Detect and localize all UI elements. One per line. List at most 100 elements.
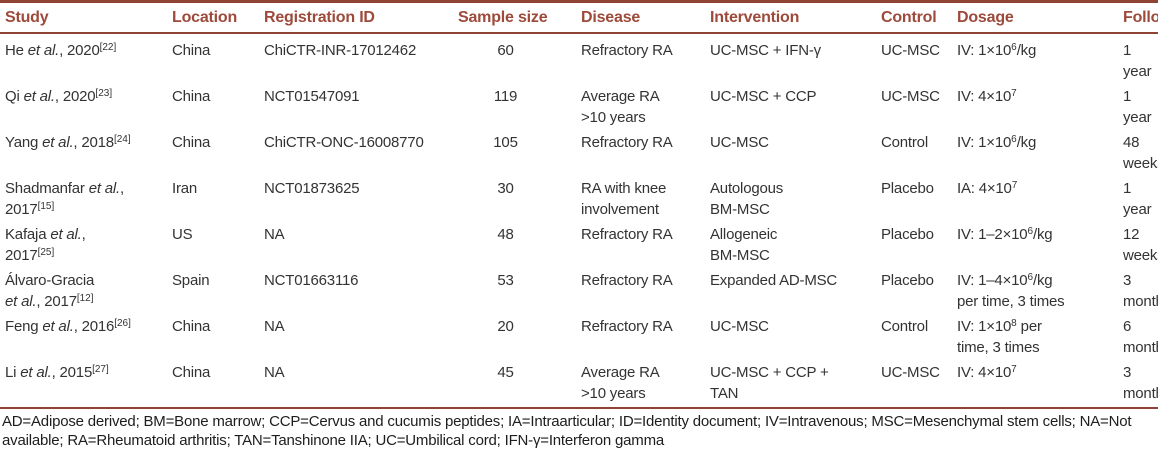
table-footnote: AD=Adipose derived; BM=Bone marrow; CCP=… [0, 407, 1158, 454]
cell-dosage: IV: 1×106/kg [957, 130, 1123, 176]
column-header-location: Location [172, 0, 264, 34]
table-row: He et al., 2020[22] China ChiCTR-INR-17012… [0, 33, 1158, 84]
cell-sample_size: 30 [458, 176, 581, 222]
cell-text: UC-MSC + IFN-γ [710, 42, 821, 59]
cell-text: per time, 3 times [957, 318, 1042, 356]
cell-text: UC-MSC [881, 88, 940, 105]
cell-text: 3 months [1123, 364, 1158, 402]
cell-location: China [172, 314, 264, 360]
table-row: Li et al., 2015[27] China NA 45 Average RA >… [0, 360, 1158, 406]
table-row: Feng et al., 2016[26] China NA 20 Refractory… [0, 314, 1158, 360]
cell-disease: Refractory RA [581, 314, 710, 360]
cell-sample_size: 119 [458, 84, 581, 130]
cell-text: UC-MSC [710, 318, 769, 335]
column-header-sample_size: Sample size [458, 0, 581, 34]
cell-control: UC-MSC [881, 360, 957, 406]
cell-control: Placebo [881, 176, 957, 222]
table-row: Yang et al., 2018[24] China ChiCTR-ONC-160… [0, 130, 1158, 176]
cell-control: Control [881, 130, 957, 176]
cell-text: 60 [497, 42, 514, 59]
cell-text: IV: 4×10 [957, 364, 1012, 381]
cell-text: UC-MSC + CCP [710, 88, 817, 105]
cell-follow_up: 3 months [1123, 360, 1158, 406]
cell-intervention: UC-MSC + CCP + TAN [710, 360, 881, 406]
cell-text: Spain [172, 272, 210, 289]
cell-study: Feng et al., 2016[26] [0, 314, 172, 360]
cell-text: NA [264, 364, 285, 381]
cell-intervention: Allogeneic BM-MSC [710, 222, 881, 268]
citation-superscript: [22] [99, 42, 117, 53]
citation-superscript: [24] [113, 134, 131, 145]
citation-superscript: 6 [1027, 226, 1033, 237]
cell-dosage: IV: 4×107 [957, 84, 1123, 130]
cell-text: China [172, 134, 211, 151]
cell-text: Feng [5, 318, 43, 335]
cell-dosage: IV: 1–2×106/kg [957, 222, 1123, 268]
cell-text: /kg [1033, 226, 1053, 243]
cell-text: /kg [1016, 134, 1037, 151]
cell-text: Control [881, 318, 928, 335]
citation-superscript: [12] [76, 293, 94, 304]
cell-disease: Average RA >10 years [581, 84, 710, 130]
cell-text: IA: 4×10 [957, 180, 1012, 197]
cell-text: Placebo [881, 226, 934, 243]
cell-follow_up: 12 weeks [1123, 222, 1158, 268]
cell-intervention: Expanded AD-MSC [710, 268, 881, 314]
cell-text: Qi [5, 88, 24, 105]
cell-sample_size: 60 [458, 33, 581, 84]
citation-superscript: [23] [95, 88, 113, 99]
cell-location: China [172, 84, 264, 130]
cell-registration_id: ChiCTR-INR-17012462 [264, 33, 458, 84]
table-header-row: Study Location Registration ID Sample size D… [0, 0, 1158, 34]
italic-text: et al. [88, 180, 121, 197]
cell-follow_up: 1 year [1123, 84, 1158, 130]
cell-follow_up: 6 months [1123, 314, 1158, 360]
cell-sample_size: 48 [458, 222, 581, 268]
cell-text: IV: 1×10 [957, 134, 1012, 151]
cell-text: Refractory RA [581, 226, 673, 243]
cell-text: Shadmanfar [5, 180, 89, 197]
cell-follow_up: 1 year [1123, 176, 1158, 222]
cell-text: , 2017 [5, 226, 86, 264]
cell-text: 12 weeks [1123, 226, 1158, 264]
cell-text: Placebo [881, 272, 934, 289]
cell-control: Placebo [881, 268, 957, 314]
cell-text: UC-MSC [710, 134, 769, 151]
cell-text: Refractory RA [581, 42, 673, 59]
cell-disease: Refractory RA [581, 268, 710, 314]
cell-text: IV: 1×10 [957, 42, 1012, 59]
cell-text: ChiCTR-INR-17012462 [264, 42, 417, 59]
cell-intervention: Autologous BM-MSC [710, 176, 881, 222]
column-header-follow_up: Follow-up [1123, 0, 1158, 34]
cell-text: ChiCTR-ONC-16008770 [264, 134, 424, 151]
cell-disease: Refractory RA [581, 33, 710, 84]
cell-disease: Average RA >10 years [581, 360, 710, 406]
cell-text: China [172, 42, 211, 59]
cell-disease: Refractory RA [581, 222, 710, 268]
column-header-study: Study [0, 0, 172, 34]
cell-intervention: UC-MSC [710, 314, 881, 360]
cell-intervention: UC-MSC [710, 130, 881, 176]
table-row: Álvaro-Gracia et al., 2017[12] Spain NCT01… [0, 268, 1158, 314]
citation-superscript: [25] [37, 247, 55, 258]
cell-text: 30 [497, 180, 514, 197]
cell-text: IV: 1–4×10 [957, 272, 1028, 289]
cell-text: RA with knee involvement [581, 180, 667, 218]
cell-text: Autologous BM-MSC [710, 180, 784, 218]
cell-text: Expanded AD-MSC [710, 272, 838, 289]
column-header-disease: Disease [581, 0, 710, 34]
cell-location: US [172, 222, 264, 268]
column-header-intervention: Intervention [710, 0, 881, 34]
cell-study: He et al., 2020[22] [0, 33, 172, 84]
cell-text: 3 months [1123, 272, 1158, 310]
cell-dosage: IV: 1×106/kg [957, 33, 1123, 84]
cell-location: China [172, 360, 264, 406]
cell-text: , 2016 [73, 318, 115, 335]
cell-location: China [172, 130, 264, 176]
cell-location: Iran [172, 176, 264, 222]
cell-follow_up: 3 months [1123, 268, 1158, 314]
italic-text: et al. [20, 364, 52, 381]
cell-sample_size: 105 [458, 130, 581, 176]
cell-registration_id: NA [264, 314, 458, 360]
cell-text: IV: 1–2×10 [957, 226, 1028, 243]
